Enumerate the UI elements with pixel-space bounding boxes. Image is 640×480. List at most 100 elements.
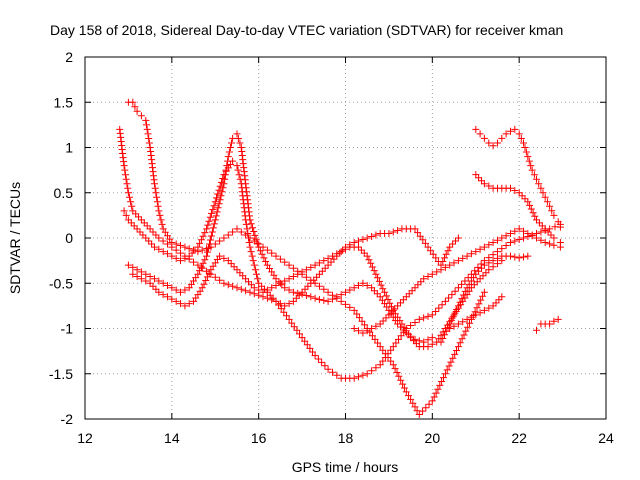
data-marker [438,378,446,385]
data-marker [311,294,319,302]
data-marker [330,255,338,263]
data-marker [430,393,438,401]
data-marker [394,227,402,234]
data-marker [405,392,412,400]
data-marker [372,364,380,372]
data-marker [471,308,479,316]
data-marker [440,374,447,382]
data-marker [210,202,218,210]
y-tick-label: 0 [65,230,73,246]
data-marker [140,219,148,227]
data-point [324,288,332,296]
data-marker [245,239,253,246]
data-point [350,306,358,314]
data-marker [476,309,484,317]
data-marker [467,313,475,321]
data-marker [456,298,464,306]
data-marker [528,232,536,240]
data-marker [425,400,433,408]
data-point [441,370,449,378]
data-marker [127,219,135,227]
data-point [272,275,280,283]
data-marker [302,292,310,299]
data-marker [288,319,296,327]
data-marker [172,240,180,248]
data-marker [342,300,349,308]
data-marker [502,232,510,240]
data-point [320,257,328,265]
data-point [146,225,154,233]
data-marker [250,290,258,298]
data-point [129,98,137,106]
data-marker [434,385,442,393]
data-point [177,257,184,265]
data-marker [346,286,354,294]
data-marker [164,240,171,248]
data-point [541,239,549,246]
data-marker [485,304,493,312]
data-point [302,266,310,274]
data-marker [391,305,399,313]
data-marker [310,276,318,284]
data-marker [447,358,455,366]
data-point [507,127,514,135]
data-marker [342,245,349,253]
data-point [181,302,189,310]
data-marker [206,240,213,248]
data-point [494,139,501,147]
data-marker [199,232,207,240]
data-point [424,343,432,351]
data-marker [229,228,237,236]
data-point [554,218,562,226]
data-point [515,225,523,233]
data-marker [216,237,224,245]
data-marker [304,282,312,290]
data-point [198,284,206,292]
data-point [411,225,419,233]
data-point [272,297,280,305]
data-marker [158,220,166,228]
data-marker [152,231,160,239]
data-marker [400,384,408,392]
data-marker [302,273,310,281]
data-marker [432,254,440,262]
data-marker [414,281,422,289]
data-marker [143,222,151,230]
data-marker [226,144,234,151]
data-point [233,130,241,138]
data-point [546,320,554,328]
data-point [515,189,523,197]
data-marker [382,292,390,300]
data-marker [289,264,297,272]
data-marker [154,202,162,210]
data-point [185,252,193,260]
data-marker [433,268,441,276]
data-marker [224,231,232,239]
data-point [129,270,137,278]
data-marker [420,314,428,322]
data-point [146,279,154,287]
data-marker [242,287,250,295]
data-marker [537,228,545,236]
data-marker [203,273,211,281]
data-point [363,370,371,378]
data-marker [379,285,387,293]
data-marker [358,317,366,325]
data-marker [164,282,171,289]
data-point [389,343,397,351]
data-marker [459,318,467,326]
data-marker [275,301,283,309]
data-marker [209,206,217,214]
data-marker [227,260,235,268]
data-marker [177,249,184,257]
data-marker [143,125,151,133]
data-marker [527,162,535,170]
data-marker [145,139,153,147]
data-marker [478,264,485,272]
data-point [133,107,141,115]
data-marker [474,263,482,271]
data-point [333,293,341,301]
data-marker [253,270,260,278]
data-point [424,243,432,251]
data-point [285,261,293,269]
